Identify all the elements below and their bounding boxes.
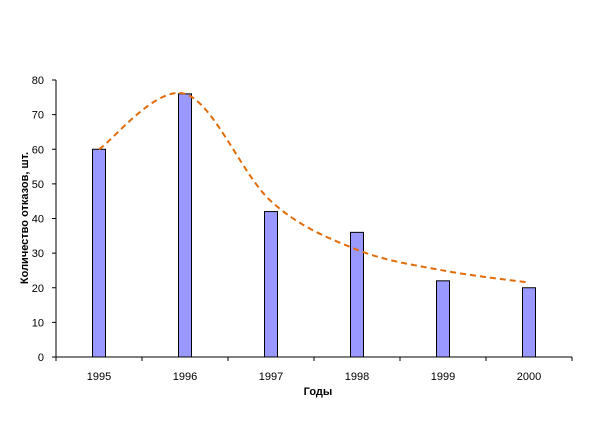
trend-line	[98, 91, 530, 284]
y-tick-label: 50	[32, 179, 44, 191]
y-tick-label: 10	[32, 317, 44, 329]
bar-1996	[178, 93, 192, 358]
y-tick-label: 60	[32, 144, 44, 156]
x-tick-label: 1996	[173, 371, 197, 383]
y-axis-title: Количество отказов, шт.	[19, 152, 31, 284]
x-tick-label: 2000	[517, 371, 541, 383]
y-tick-label: 0	[38, 352, 44, 364]
x-tick-label: 1998	[345, 371, 369, 383]
x-tick-labels: 1995 1996 1997 1998 1999 2000	[87, 371, 541, 383]
x-tick-label: 1999	[431, 371, 455, 383]
x-axis-title: Годы	[304, 386, 333, 398]
bar-1998	[350, 231, 364, 358]
x-tick-label: 1997	[259, 371, 283, 383]
axes	[52, 79, 573, 361]
y-tick-label: 20	[32, 283, 44, 295]
y-tick-labels: 0 10 20 30 40 50 60 70 80	[32, 75, 44, 364]
x-tick-label: 1995	[87, 371, 111, 383]
y-tick-label: 30	[32, 248, 44, 260]
y-tick-label: 70	[32, 110, 44, 122]
y-tick-label: 80	[32, 75, 44, 87]
bar-1997	[264, 211, 278, 358]
trend-line-group	[98, 91, 530, 284]
bars	[92, 93, 536, 358]
bar-1995	[92, 148, 106, 358]
bar-2000	[522, 287, 536, 358]
bar-1999	[436, 280, 450, 358]
y-tick-label: 40	[32, 214, 44, 226]
